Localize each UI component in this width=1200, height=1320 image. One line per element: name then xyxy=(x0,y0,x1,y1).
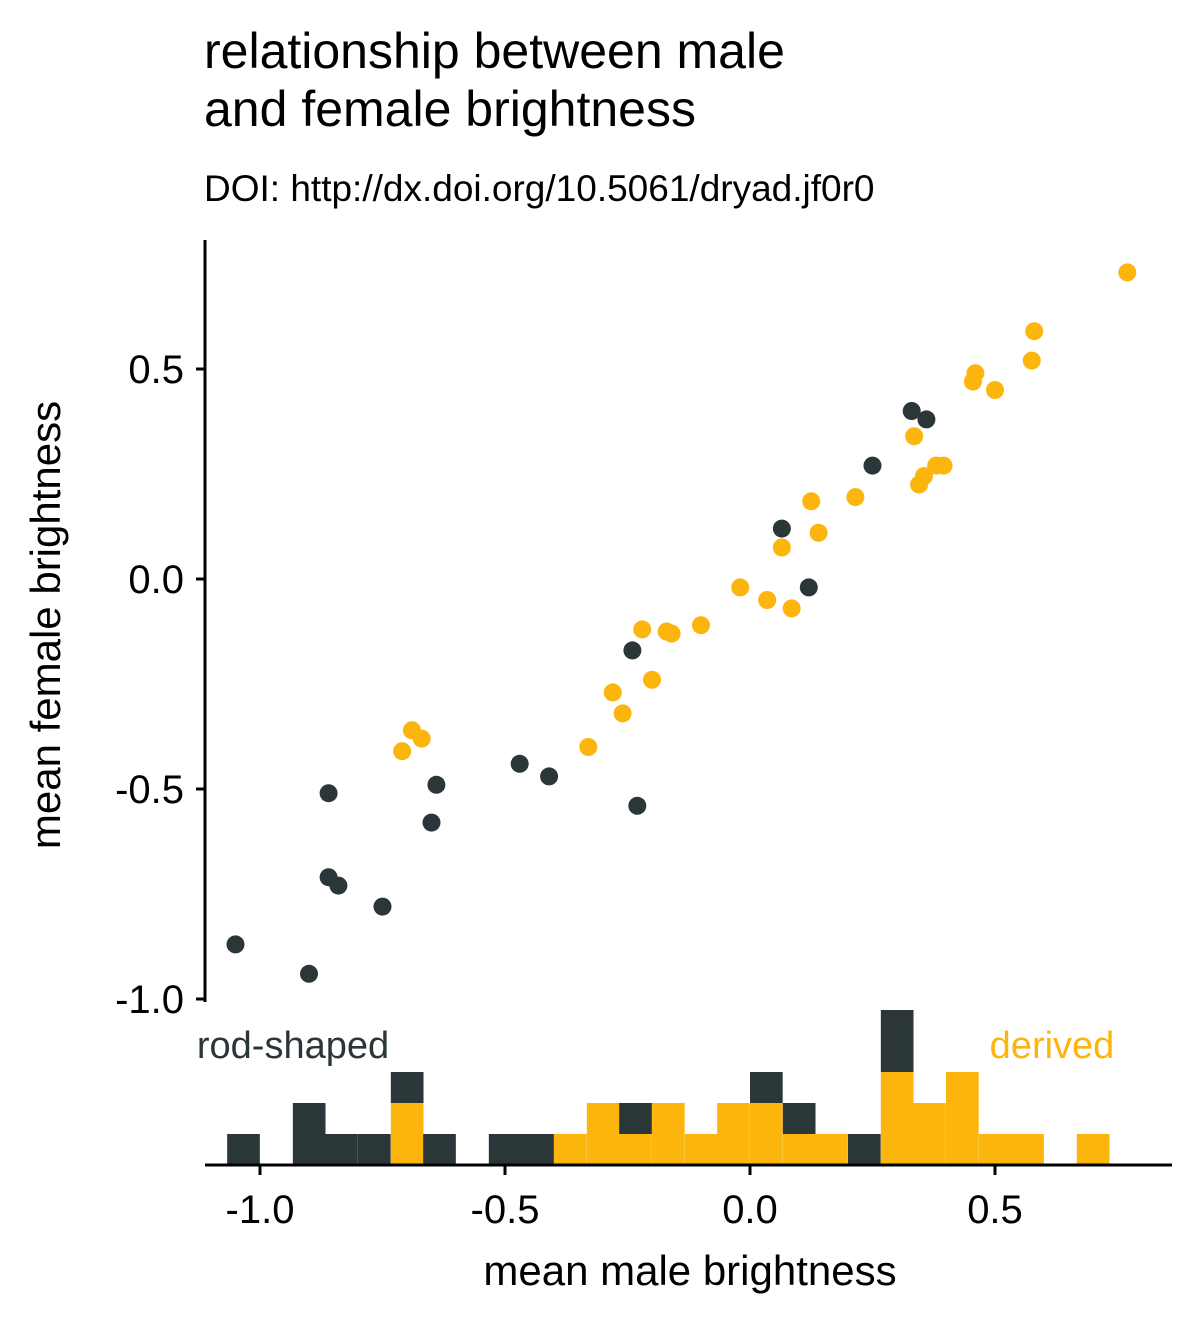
rod-shaped-label: rod-shaped xyxy=(197,1025,389,1067)
point-derived xyxy=(662,624,681,643)
point-derived xyxy=(809,523,828,542)
histogram-bar-rod-shaped xyxy=(423,1134,456,1165)
point-derived xyxy=(1025,322,1044,341)
point-derived xyxy=(579,738,598,756)
x-tick-label: 0.0 xyxy=(722,1188,778,1232)
histogram-bar-derived xyxy=(652,1103,685,1165)
point-derived xyxy=(782,599,801,618)
point-derived xyxy=(934,456,953,475)
point-rod-shaped xyxy=(772,519,791,538)
point-rod-shaped xyxy=(902,402,921,420)
histogram-layer xyxy=(227,1010,1110,1165)
histogram-bar-rod-shaped xyxy=(782,1103,816,1134)
point-rod-shaped xyxy=(510,754,529,773)
x-tick-label: 0.5 xyxy=(967,1188,1023,1232)
y-tick-label: 0.0 xyxy=(128,558,184,602)
x-tick-label: -0.5 xyxy=(471,1188,540,1232)
point-rod-shaped xyxy=(917,410,936,429)
histogram-bar-derived xyxy=(684,1134,718,1165)
point-derived xyxy=(603,683,622,702)
point-rod-shaped xyxy=(799,578,818,597)
y-tick-label: -1.0 xyxy=(115,978,184,1022)
chart-subtitle: DOI: http://dx.doi.org/10.5061/dryad.jf0… xyxy=(204,168,875,209)
point-derived xyxy=(914,467,933,486)
point-derived xyxy=(393,742,412,761)
point-derived xyxy=(966,364,985,383)
histogram-bar-derived xyxy=(978,1134,1012,1165)
derived-label: derived xyxy=(990,1025,1115,1067)
point-rod-shaped xyxy=(300,964,318,983)
y-tick-label: -0.5 xyxy=(115,768,184,812)
point-rod-shaped xyxy=(329,876,348,895)
point-rod-shaped xyxy=(540,767,559,786)
histogram-bar-derived xyxy=(554,1134,587,1165)
x-tick-label: -1.0 xyxy=(226,1188,295,1232)
histogram-bar-derived xyxy=(1011,1134,1044,1165)
point-derived xyxy=(986,381,1004,399)
chart-title-line-2: and female brightness xyxy=(204,81,696,137)
labels-layer: mean male brightness mean female brightn… xyxy=(22,401,1114,1294)
histogram-bar-rod-shaped xyxy=(358,1134,391,1165)
histogram-bar-rod-shaped xyxy=(880,1010,914,1072)
histogram-bar-derived xyxy=(1076,1134,1110,1165)
histogram-bar-rod-shaped xyxy=(227,1134,260,1165)
point-rod-shaped xyxy=(427,775,446,794)
point-derived xyxy=(643,670,661,689)
histogram-bar-derived xyxy=(586,1103,620,1165)
point-derived xyxy=(905,427,924,446)
histogram-bar-derived xyxy=(913,1103,946,1165)
histogram-bar-rod-shaped xyxy=(619,1103,652,1134)
point-derived xyxy=(633,620,652,639)
points-layer xyxy=(226,263,1137,983)
histogram-bar-derived xyxy=(390,1103,424,1165)
chart-title-line-1: relationship between male xyxy=(204,23,785,79)
point-derived xyxy=(613,704,632,723)
histogram-bar-derived xyxy=(750,1103,783,1165)
point-derived xyxy=(412,729,431,748)
y-axis-title: mean female brightness xyxy=(22,401,69,849)
point-derived xyxy=(772,538,791,557)
point-derived xyxy=(1118,263,1137,282)
histogram-bar-rod-shaped xyxy=(292,1103,326,1165)
point-rod-shaped xyxy=(628,796,647,815)
x-axis-title: mean male brightness xyxy=(483,1247,896,1294)
axes-layer: -1.0 -0.5 0.0 0.5 -1.0 -0.5 0.0 0.5 xyxy=(115,240,1172,1232)
point-rod-shaped xyxy=(863,456,882,475)
histogram-bar-derived xyxy=(619,1134,652,1165)
histogram-bar-rod-shaped xyxy=(390,1072,424,1103)
histogram-bar-rod-shaped xyxy=(488,1134,522,1165)
point-rod-shaped xyxy=(373,897,392,916)
y-tick-label: 0.5 xyxy=(128,348,184,392)
histogram-bar-derived xyxy=(880,1072,914,1165)
point-derived xyxy=(1022,351,1041,370)
point-derived xyxy=(758,591,777,609)
point-derived xyxy=(846,488,865,507)
chart-title: relationship between male and female bri… xyxy=(204,22,785,138)
histogram-bar-rod-shaped xyxy=(848,1134,881,1165)
point-derived xyxy=(802,492,821,511)
histogram-bar-rod-shaped xyxy=(521,1134,554,1165)
point-derived xyxy=(731,578,750,597)
point-rod-shaped xyxy=(319,784,338,803)
histogram-bar-derived xyxy=(717,1103,750,1165)
point-derived xyxy=(692,616,710,635)
histogram-bar-derived xyxy=(782,1134,816,1165)
point-rod-shaped xyxy=(623,641,642,660)
histogram-bar-rod-shaped xyxy=(750,1072,783,1103)
point-rod-shaped xyxy=(226,935,245,954)
histogram-bar-rod-shaped xyxy=(325,1134,358,1165)
histogram-bar-derived xyxy=(815,1134,848,1165)
point-rod-shaped xyxy=(422,813,441,832)
histogram-bar-derived xyxy=(946,1072,979,1165)
